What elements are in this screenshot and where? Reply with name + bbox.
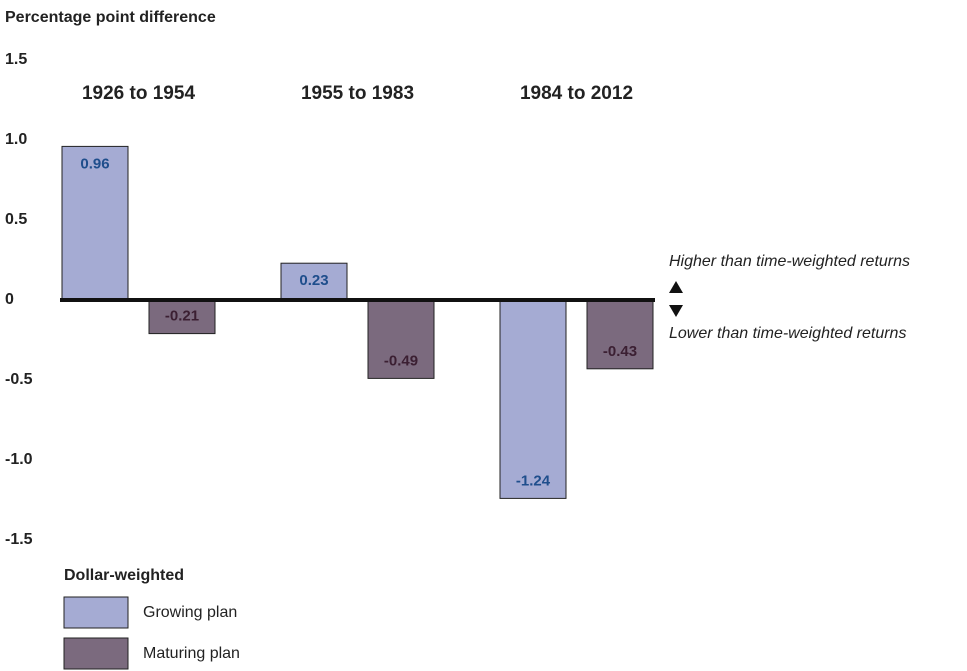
data-label: -0.49	[384, 352, 418, 369]
y-tick-label: 1.0	[5, 131, 27, 148]
legend-label: Growing plan	[143, 604, 237, 621]
bar	[148, 299, 216, 335]
data-label: 0.23	[299, 272, 328, 289]
data-label: -0.43	[603, 343, 637, 360]
bar	[499, 299, 567, 499]
bar	[61, 145, 129, 301]
y-tick-label: 0.5	[5, 211, 27, 228]
category-label: 1955 to 1983	[301, 83, 414, 104]
y-tick-label: -0.5	[5, 371, 33, 388]
bar	[586, 299, 654, 370]
legend-title: Dollar-weighted	[64, 567, 184, 584]
bar	[367, 299, 435, 379]
y-tick-label: -1.5	[5, 531, 33, 548]
legend-label: Maturing plan	[143, 645, 240, 662]
y-tick-label: -1.0	[5, 451, 33, 468]
data-label: -1.24	[516, 472, 551, 489]
legend-swatch	[63, 596, 129, 629]
category-label: 1926 to 1954	[82, 83, 195, 104]
down-arrow	[669, 305, 683, 317]
annotation: Higher than time-weighted returns	[669, 253, 910, 270]
data-label: 0.96	[80, 155, 109, 172]
y-tick-label: 1.5	[5, 51, 27, 68]
bar	[280, 262, 348, 301]
up-arrow	[669, 281, 683, 293]
category-label: 1984 to 2012	[520, 83, 633, 104]
y-axis-title: Percentage point difference	[5, 9, 216, 26]
data-label: -0.21	[165, 308, 199, 325]
annotation: Lower than time-weighted returns	[669, 325, 906, 342]
legend-swatch	[63, 637, 129, 670]
y-tick-label: 0	[5, 291, 14, 308]
